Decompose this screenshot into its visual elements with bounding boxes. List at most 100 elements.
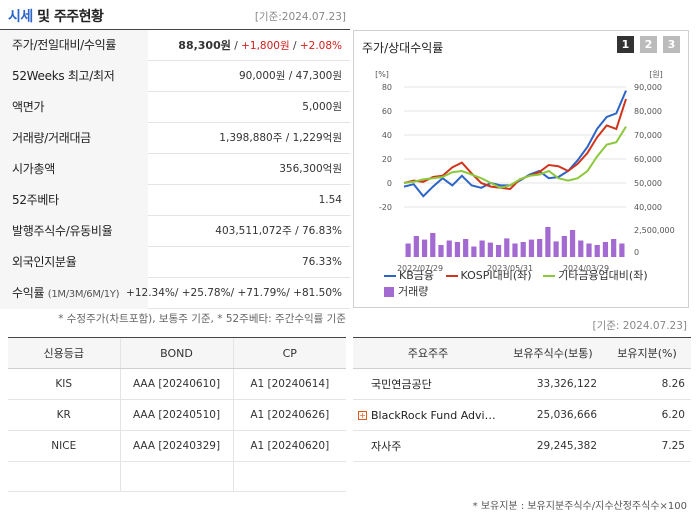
volume-bar [512,243,518,257]
volume-bar [594,245,600,257]
chart-page-2-button[interactable]: 2 [640,36,657,53]
right-unit: [원] [649,70,663,79]
volume-tick-bottom: 0 [634,248,639,257]
stat-row-volume: 거래량/거래대금 1,398,880주 / 1,229억원 [0,123,350,154]
col-header: 보유지분(%) [603,337,691,369]
stat-value: 88,300원 / +1,800원 / +2.08% [178,39,342,52]
volume-bar [569,230,576,257]
expand-icon[interactable]: + [358,411,367,420]
volume-bar [619,243,625,257]
section-header: 시세 및 주주현황 [기준:2024.07.23] [0,0,350,30]
stat-value: 90,000원 / 47,300원 [238,70,342,82]
table-row: 자사주 29,245,382 7.25 [353,430,691,462]
stat-label: 발행주식수/유동비율 [0,216,148,247]
section-title: 시세 및 주주현황 [8,9,104,25]
stat-row-beta: 52주베타 1.54 [0,185,350,216]
chart-title: 주가/상대수익률 [362,41,444,55]
volume-bar [586,243,592,257]
x-tick: 2022/07/29 [397,264,443,273]
y-tick-right: 40,000 [634,203,662,212]
series-line-2 [403,126,627,189]
legend-swatch [543,275,556,277]
volume-bar [578,240,584,257]
y-tick-left: -20 [379,203,392,212]
stat-value: 1,398,880주 / 1,229억원 [219,132,342,144]
chart-legend: KB금융 KOSPI대비(좌) 기타금융업대비(좌) 거래량 [384,267,684,299]
table-row: NICE AAA [20240329] A1 [20240620] [8,430,346,462]
stat-value: 1.54 [318,194,342,206]
col-header: 주요주주 [353,337,503,369]
volume-bar [405,243,411,257]
volume-bar [463,239,469,257]
volume-bar [487,242,493,257]
volume-bar [438,245,444,257]
stat-value: 356,300억원 [279,163,342,175]
stat-label: 시가총액 [0,154,148,185]
stat-label: 액면가 [0,92,148,123]
legend-item-kb[interactable]: KB금융 [384,267,434,283]
volume-bar [471,246,477,257]
legend-item-sector[interactable]: 기타금융업대비(좌) [543,267,648,283]
volume-bar [602,242,609,257]
col-header: 신용등급 [8,337,120,369]
holder-name-link[interactable]: BlackRock Fund Advis… [371,408,499,422]
y-tick-right: 80,000 [634,107,662,116]
col-header: 보유주식수(보통) [503,337,603,369]
y-tick-left: 40 [382,131,392,140]
stat-label: 거래량/거래대금 [0,123,148,154]
stat-label: 외국인지분율 [0,247,148,278]
volume-bar [430,233,436,257]
col-header: CP [232,337,346,369]
col-header: BOND [119,337,233,369]
volume-bar [528,239,535,257]
table-row: + BlackRock Fund Advis… 25,036,666 6.20 [353,399,691,431]
x-axis: 2022/07/29 2023/05/31 2024/03/29 [397,264,609,273]
chart-page-1-button[interactable]: 1 [617,36,634,53]
stats-table: 주가/전일대비/수익률 88,300원 / +1,800원 / +2.08% 5… [0,30,350,309]
y-tick-right: 90,000 [634,83,662,92]
volume-bar [495,245,502,257]
y-tick-left: 80 [382,83,392,92]
volume-tick-top: 2,500,000 [634,226,675,235]
stat-value: 5,000원 [302,101,342,113]
stat-label: 주가/전일대비/수익률 [0,30,148,61]
reference-date: [기준:2024.07.23] [254,11,346,23]
holders-reference-date: [기준: 2024.07.23] [592,320,687,332]
stat-row-shares: 발행주식수/유동비율 403,511,072주 / 76.83% [0,216,350,247]
stat-label: 52Weeks 최고/최저 [0,61,148,92]
legend-swatch [445,275,458,277]
legend-item-kospi[interactable]: KOSPI대비(좌) [445,267,532,283]
legend-swatch [384,275,396,277]
table-row: KR AAA [20240510] A1 [20240626] [8,399,346,431]
stat-row-market-cap: 시가총액 356,300억원 [0,154,350,185]
volume-bar [545,227,551,257]
volume-bar [520,242,526,257]
y-tick-left: 0 [387,179,392,188]
volume-bar [504,238,510,257]
stat-row-par-value: 액면가 5,000원 [0,92,350,123]
y-tick-left: 20 [382,155,392,164]
x-tick: 2023/05/31 [487,264,533,273]
legend-item-volume[interactable]: 거래량 [384,283,428,299]
stat-label: 수익률 (1M/3M/6M/1Y) [0,278,148,309]
stat-value: +12.34%/ +25.78%/ +71.79%/ +81.50% [126,287,342,299]
y-tick-right: 60,000 [634,155,662,164]
y-tick-right: 50,000 [634,179,662,188]
volume-bar [561,236,567,257]
volume-bar [479,240,485,257]
table-row-empty [8,461,346,492]
chart-page-3-button[interactable]: 3 [663,36,680,53]
stat-row-52weeks: 52Weeks 최고/최저 90,000원 / 47,300원 [0,61,350,92]
shareholders-table: 주요주주 보유주식수(보통) 보유지분(%) 국민연금공단 33,326,122… [353,337,691,523]
stat-label: 52주베타 [0,185,148,216]
price-chart: [%] [원] 80 60 40 20 0 -20 90,000 80,000 70,000 6… [375,70,675,257]
volume-bar [611,239,617,257]
y-tick-left: 60 [382,107,392,116]
series-line-1 [403,98,627,191]
table-row: KIS AAA [20240610] A1 [20240614] [8,368,346,400]
volume-bar [421,239,428,257]
stat-row-returns: 수익률 (1M/3M/6M/1Y) +12.34%/ +25.78%/ +71.… [0,278,350,309]
volume-bar [553,241,559,257]
credit-rating-table: 신용등급 BOND CP KIS AAA [20240610] A1 [2024… [8,337,346,492]
